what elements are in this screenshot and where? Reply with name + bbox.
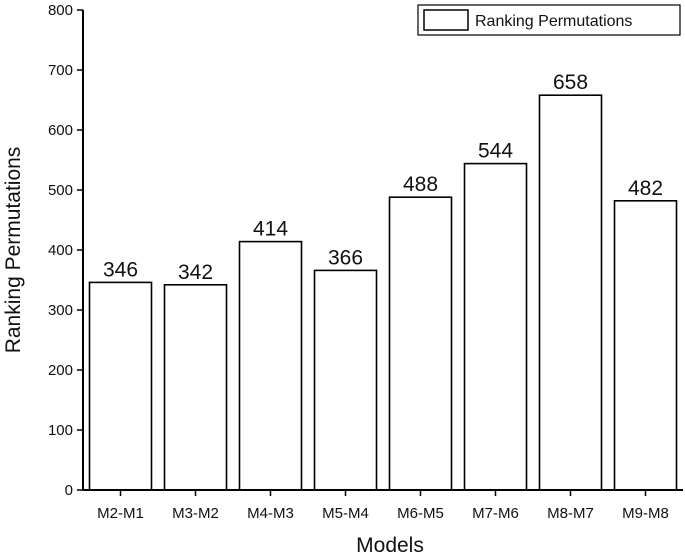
bar-m6-m5 (388, 196, 453, 491)
y-tick-label: 600 (48, 122, 73, 139)
legend-swatch (423, 9, 469, 31)
x-tick-label: M4-M3 (247, 505, 294, 522)
y-tick-label: 500 (48, 182, 73, 199)
x-tick-label: M2-M1 (97, 505, 144, 522)
legend-label: Ranking Permutations (475, 13, 632, 30)
data-label-m9-m8: 482 (628, 177, 663, 200)
y-tick-label: 0 (65, 482, 73, 499)
axes (82, 10, 683, 491)
x-tick-label: M3-M2 (172, 505, 219, 522)
x-axis-ticks: M2-M1 M3-M2 M4-M3 M5-M4 M6-M5 M7-M6 M8-M7 M9-M8 (97, 490, 669, 522)
y-tick-label: 700 (48, 62, 73, 79)
data-label-m6-m5: 488 (403, 173, 438, 196)
y-axis-ticks: 0 100 200 300 400 500 600 700 800 (48, 2, 83, 499)
bar-m3-m2 (163, 283, 228, 491)
data-label-m8-m7: 658 (553, 71, 588, 94)
legend: Ranking Permutations (417, 4, 681, 36)
y-tick-label: 300 (48, 302, 73, 319)
data-label-m4-m3: 414 (253, 218, 288, 241)
bars: 346 342 414 366 488 544 658 482 (88, 71, 678, 491)
data-label-m5-m4: 366 (328, 246, 363, 269)
bar-m8-m7 (538, 94, 603, 491)
x-tick-label: M8-M7 (547, 505, 594, 522)
x-tick-label: M5-M4 (322, 505, 369, 522)
data-label-m7-m6: 544 (478, 140, 513, 163)
bar-m2-m1 (88, 281, 153, 491)
x-axis-title: Models (356, 534, 424, 557)
bar-m9-m8 (613, 200, 678, 491)
x-tick-label: M6-M5 (397, 505, 444, 522)
data-label-m2-m1: 346 (103, 258, 138, 281)
y-tick-label: 400 (48, 242, 73, 259)
x-tick-label: M7-M6 (472, 505, 519, 522)
bar-m4-m3 (238, 240, 303, 491)
bar-m7-m6 (463, 162, 528, 491)
y-axis-title: Ranking Permutations (2, 147, 25, 354)
bar-m5-m4 (313, 269, 378, 491)
data-label-m3-m2: 342 (178, 261, 213, 284)
y-tick-label: 800 (48, 2, 73, 19)
y-tick-label: 200 (48, 362, 73, 379)
x-tick-label: M9-M8 (622, 505, 669, 522)
y-tick-label: 100 (48, 422, 73, 439)
